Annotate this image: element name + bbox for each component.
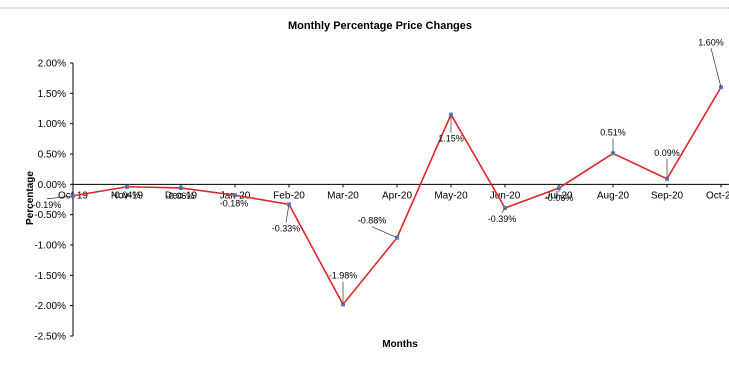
y-tick-label: 2.00% — [38, 59, 66, 70]
data-label: -0.39% — [488, 214, 517, 224]
x-tick-label: May-20 — [434, 190, 468, 201]
x-tick-label: Apr-20 — [382, 190, 412, 201]
x-tick-label: Jun-20 — [490, 190, 521, 201]
x-tick-label: Oct-20 — [706, 190, 729, 201]
y-tick-label: -2.50% — [34, 332, 66, 343]
y-tick-label: -1.00% — [34, 241, 66, 252]
x-tick-label: Jul-20 — [545, 190, 573, 201]
data-label: -0.06% — [545, 193, 574, 203]
data-label: 0.51% — [600, 127, 626, 137]
data-label-leader — [710, 48, 722, 88]
data-label: -0.88% — [358, 216, 387, 226]
y-tick-label: 1.00% — [38, 119, 66, 130]
y-tick-label: -2.00% — [34, 301, 66, 312]
data-label-leader — [46, 195, 74, 200]
y-tick-label: 0.00% — [38, 180, 66, 191]
data-label-leader — [179, 187, 182, 191]
data-label: 1.15% — [438, 134, 464, 144]
x-tick-label: Mar-20 — [327, 190, 359, 201]
data-labels: -0.19% -0.04% -0.06% -0.18% -0.33% -1.98% -0.8… — [33, 37, 724, 305]
data-label: 0.09% — [654, 148, 680, 158]
x-axis-label: Months — [382, 339, 418, 350]
data-label: -0.18% — [220, 198, 249, 208]
data-label: -1.98% — [329, 270, 358, 280]
y-tick-label: -0.50% — [34, 210, 66, 221]
y-tick-label: 1.50% — [38, 89, 66, 100]
data-label-leader — [125, 186, 128, 189]
x-tick-label: Dec-19 — [165, 190, 198, 201]
x-tick-label: Sep-20 — [651, 190, 684, 201]
data-label-leader — [285, 204, 290, 223]
y-axis-label: Percentage — [25, 171, 36, 225]
x-tick-label: Aug-20 — [597, 190, 630, 201]
x-tick-label: Nov-19 — [111, 190, 144, 201]
data-label: -0.33% — [272, 223, 301, 233]
data-label: -0.06% — [166, 191, 195, 201]
x-tick-label: Feb-20 — [273, 190, 305, 201]
chart-title: Monthly Percentage Price Changes — [288, 20, 472, 32]
data-label: -0.19% — [33, 200, 62, 210]
data-label-leader — [371, 226, 398, 239]
data-label: -0.04% — [112, 190, 141, 200]
y-tick-label: 0.50% — [38, 150, 66, 161]
y-tick-label: -1.50% — [34, 271, 66, 282]
data-label: 1.60% — [698, 37, 724, 47]
y-axis: 2.00% 1.50% 1.00% 0.50% 0.00% -0.50% -1.00% -1.… — [34, 59, 74, 343]
data-label-leader — [233, 195, 236, 198]
data-label-leader — [501, 207, 506, 214]
